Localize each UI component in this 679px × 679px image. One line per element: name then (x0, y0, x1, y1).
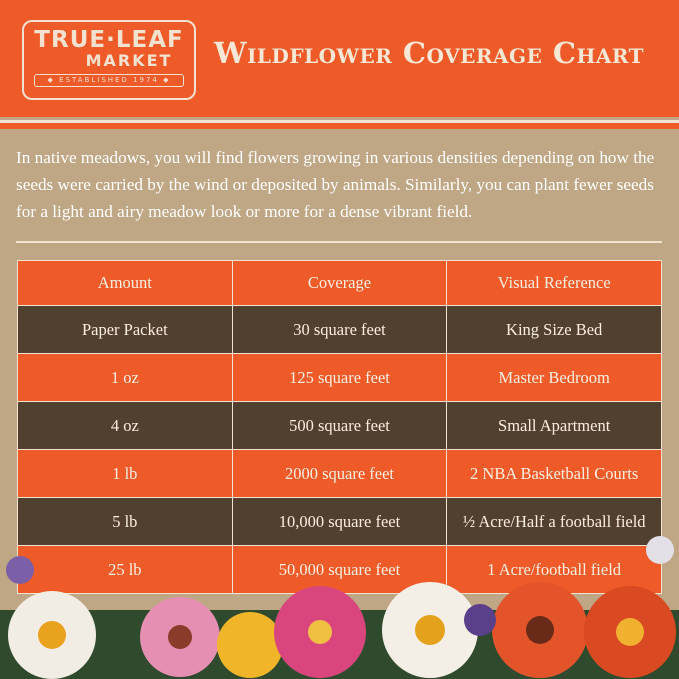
intro-text: In native meadows, you will find flowers… (16, 148, 655, 221)
cell-amount: 4 oz (17, 401, 233, 450)
logo-line2: MARKET (85, 51, 173, 70)
cell-reference: 2 NBA Basketball Courts (446, 449, 662, 498)
cell-reference: 1 Acre/football field (446, 545, 662, 594)
divider (0, 120, 679, 123)
divider (16, 241, 662, 243)
cell-reference: Small Apartment (446, 401, 662, 450)
table-row: 4 oz 500 square feet Small Apartment (17, 401, 662, 450)
cell-coverage: 10,000 square feet (231, 497, 448, 546)
header-visual-reference: Visual Reference (446, 260, 662, 306)
cell-coverage: 500 square feet (231, 401, 448, 450)
logo-established: ◆ ESTABLISHED 1974 ◆ (34, 74, 184, 87)
cell-coverage: 30 square feet (231, 305, 448, 354)
table-header-row: Amount Coverage Visual Reference (17, 260, 662, 306)
table-row: 1 lb 2000 square feet 2 NBA Basketball Cou… (17, 449, 662, 498)
cell-reference: King Size Bed (446, 305, 662, 354)
table-row: Paper Packet 30 square feet King Size Bed (17, 305, 662, 354)
cell-amount: Paper Packet (17, 305, 233, 354)
cell-reference: Master Bedroom (446, 353, 662, 402)
cell-coverage: 125 square feet (231, 353, 448, 402)
coverage-table: Amount Coverage Visual Reference Paper P… (17, 260, 662, 594)
table-row: 25 lb 50,000 square feet 1 Acre/football f… (17, 545, 662, 594)
cell-amount: 1 lb (17, 449, 233, 498)
logo-line1: TRUE·LEAF (34, 27, 184, 53)
cell-coverage: 2000 square feet (231, 449, 448, 498)
header-banner (0, 0, 679, 117)
divider (0, 123, 679, 129)
table-row: 1 oz 125 square feet Master Bedroom (17, 353, 662, 402)
page-title: Wildflower Coverage Chart (214, 36, 645, 70)
cell-reference: ½ Acre/Half a football field (446, 497, 662, 546)
cell-amount: 1 oz (17, 353, 233, 402)
header-coverage: Coverage (231, 260, 448, 306)
cell-amount: 25 lb (17, 545, 233, 594)
brand-logo: TRUE·LEAF MARKET ◆ ESTABLISHED 1974 ◆ (22, 20, 196, 100)
header-amount: Amount (17, 260, 233, 306)
wildflower-illustration (0, 536, 679, 679)
